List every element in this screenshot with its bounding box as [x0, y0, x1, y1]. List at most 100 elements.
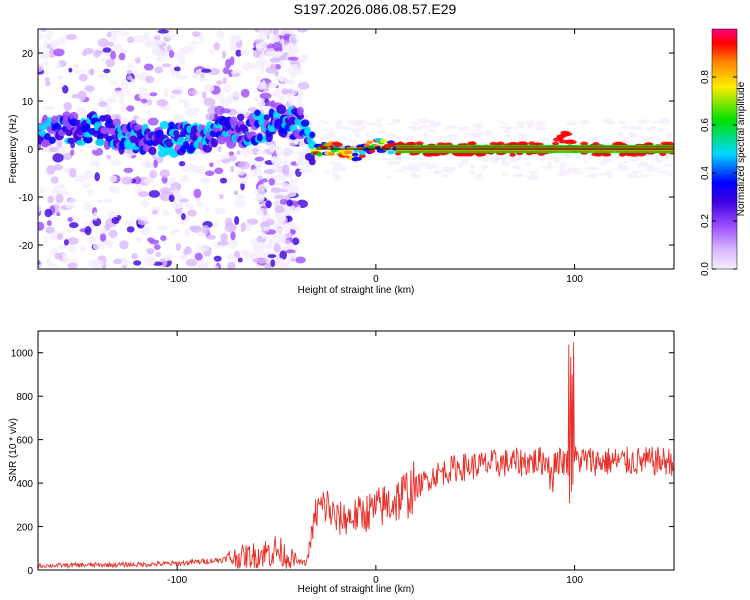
spectrogram-faint-blob — [365, 132, 373, 137]
spectrogram-noise-blob — [281, 88, 289, 95]
spectrogram-faint-blob — [366, 122, 376, 126]
spectrogram-faint-blob — [411, 174, 422, 179]
spectrogram-noise-blob — [67, 262, 78, 269]
spectrogram-noise-blob — [130, 78, 135, 86]
spectrogram-faint-blob — [322, 128, 330, 131]
spectrogram-noise-blob — [230, 165, 235, 173]
spectrogram-noise-blob — [242, 148, 250, 159]
spectrogram-faint-blob — [458, 126, 470, 131]
spectrogram-noise-blob — [284, 204, 296, 214]
spectrogram-noise-blob — [271, 34, 281, 44]
spectrogram-noise-blob — [62, 191, 70, 196]
spectrogram-faint-blob — [388, 160, 394, 165]
spectrogram-noise-blob — [275, 50, 282, 58]
spectrogram-noise-blob — [159, 191, 172, 202]
spectrogram-noise-blob — [254, 96, 260, 102]
spectrogram-faint-blob — [622, 138, 634, 144]
spectrogram-faint-blob — [602, 138, 607, 143]
spectrogram-faint-blob — [423, 156, 430, 160]
spectrogram-faint-blob — [428, 122, 439, 128]
spectrogram-faint-blob — [433, 170, 443, 175]
spectrogram-y-tick-label: -20 — [19, 241, 34, 252]
spectrogram-ridge-blob — [236, 113, 245, 121]
spectrogram-faint-blob — [617, 165, 630, 171]
spectrogram-noise-blob — [57, 245, 67, 250]
spectrogram-y-tick-label: 0 — [27, 145, 33, 156]
spectrogram-noise-blob — [111, 217, 120, 225]
spectrogram-noise-blob — [157, 39, 163, 45]
spectrogram-noise-blob — [86, 235, 94, 244]
spectrogram-noise-blob — [282, 164, 290, 175]
colorbar-gradient — [711, 28, 738, 270]
spectrogram-noise-blob — [45, 262, 56, 267]
spectrogram-noise-blob — [67, 197, 79, 204]
spectrogram-noise-blob — [217, 241, 229, 246]
spectrogram-noise-blob — [250, 168, 263, 177]
spectrogram-noise-blob — [66, 244, 76, 253]
spectrogram-noise-blob — [123, 218, 135, 226]
spectrogram-noise-blob — [260, 65, 265, 75]
spectrogram-noise-blob — [270, 155, 279, 164]
spectrogram-ridge-blob — [80, 123, 91, 133]
spectrogram-ridge-blob — [509, 152, 516, 157]
spectrogram-noise-blob — [57, 36, 68, 45]
spectrogram-faint-blob — [517, 133, 526, 140]
spectrogram-noise-blob — [120, 258, 131, 267]
spectrogram-faint-blob — [435, 136, 445, 139]
spectrogram-faint-blob — [343, 137, 348, 141]
spectrogram-noise-blob — [100, 233, 107, 242]
spectrogram-noise-blob — [126, 69, 133, 75]
spectrogram-noise-blob — [283, 243, 295, 251]
spectrogram-noise-blob — [115, 48, 125, 54]
spectrogram-noise-blob — [63, 239, 69, 246]
spectrogram-faint-blob — [625, 173, 637, 177]
spectrogram-noise-blob — [270, 259, 276, 268]
spectrogram-faint-blob — [338, 157, 346, 161]
spectrogram-noise-blob — [296, 29, 308, 33]
spectrogram-ridge-blob — [562, 132, 573, 137]
spectrogram-ridge-blob — [353, 156, 363, 161]
spectrogram-faint-blob — [378, 130, 387, 135]
spectrogram-x-axis-label: Height of straight line (km) — [298, 285, 415, 296]
spectrogram-ridge-blob — [159, 121, 170, 130]
spectrogram-noise-blob — [133, 176, 142, 185]
spectrogram-noise-blob — [267, 238, 274, 247]
spectrogram-faint-blob — [481, 164, 488, 170]
spectrogram-noise-blob — [225, 217, 233, 227]
spectrogram-noise-blob — [144, 177, 154, 185]
spectrogram-ridge-blob — [379, 139, 389, 144]
spectrogram-noise-blob — [80, 245, 87, 253]
spectrogram-noise-blob — [110, 158, 122, 167]
spectrogram-ridge-blob — [408, 141, 417, 146]
spectrogram-noise-blob — [105, 58, 116, 68]
spectrogram-faint-blob — [549, 156, 561, 160]
spectrogram-noise-blob — [280, 29, 291, 34]
spectrogram-noise-blob — [50, 42, 57, 49]
spectrogram-noise-blob — [203, 97, 216, 107]
spectrogram-noise-blob — [83, 169, 92, 180]
spectrogram-ridge-blob — [95, 138, 105, 147]
spectrogram-faint-blob — [410, 171, 416, 176]
spectrogram-faint-blob — [590, 137, 599, 142]
spectrogram-ridge-blob — [351, 152, 359, 157]
spectrogram-noise-blob — [166, 44, 172, 53]
spectrogram-noise-blob — [229, 33, 241, 43]
spectrogram-noise-blob — [133, 260, 142, 266]
spectrogram-noise-blob — [126, 226, 135, 233]
snr-y-tick-label: 200 — [16, 523, 33, 534]
spectrogram-faint-blob — [639, 161, 649, 168]
snr-y-tick-label: 600 — [16, 436, 33, 447]
spectrogram-noise-blob — [179, 254, 188, 261]
spectrogram-noise-blob — [46, 220, 52, 227]
spectrogram-faint-blob — [635, 125, 644, 131]
spectrogram-noise-blob — [62, 85, 69, 94]
spectrogram-noise-blob — [156, 226, 168, 231]
spectrogram-ridge-blob — [315, 152, 323, 157]
spectrogram-faint-blob — [408, 163, 413, 166]
spectrogram-noise-blob — [274, 211, 280, 219]
spectrogram-noise-blob — [272, 29, 279, 36]
spectrogram-faint-blob — [516, 121, 525, 128]
spectrogram-ridge-blob — [520, 141, 529, 146]
spectrogram-faint-blob — [355, 126, 365, 132]
